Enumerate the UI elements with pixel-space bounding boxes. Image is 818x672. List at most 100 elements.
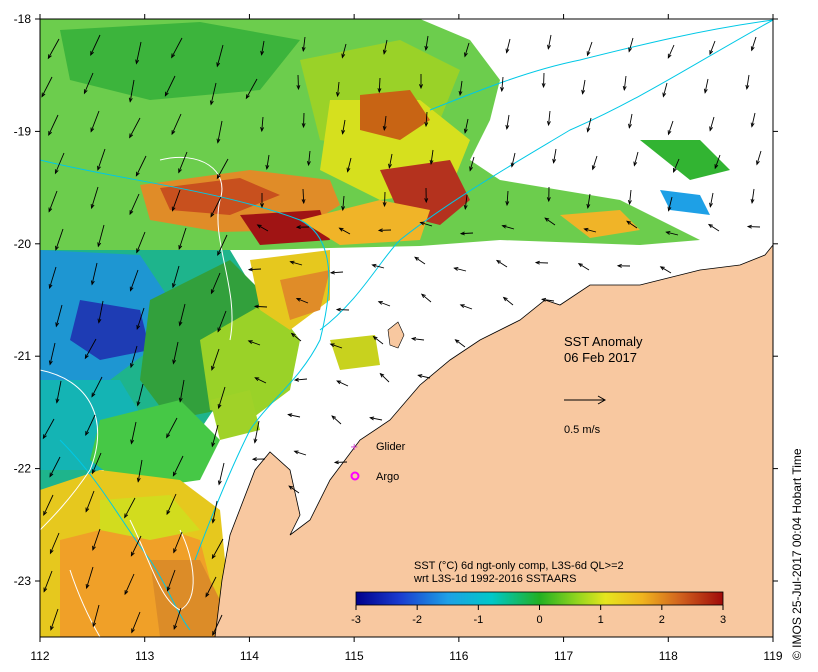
current-vector-head [251, 457, 257, 462]
current-vector [460, 232, 474, 235]
current-vector-head [502, 296, 508, 302]
current-vector-head [622, 85, 627, 92]
current-vector [709, 40, 716, 55]
current-vector [248, 340, 261, 346]
current-vector-head [546, 120, 551, 127]
current-vector-head [377, 301, 383, 305]
current-vector-head [173, 548, 177, 554]
current-vector-head [295, 225, 301, 230]
current-vector [48, 190, 58, 212]
current-vector-head [49, 549, 54, 555]
current-vector-head [540, 297, 547, 302]
current-vector [43, 570, 53, 592]
y-tick-label: -19 [14, 124, 32, 138]
current-vector-head [667, 130, 672, 136]
current-vector [129, 193, 140, 215]
current-vector-head [505, 48, 510, 54]
current-vector [464, 194, 468, 209]
current-vector-head [90, 127, 95, 133]
current-vector-head [85, 507, 90, 513]
current-vector-head [217, 327, 222, 333]
current-vector-head [505, 124, 510, 130]
current-vector [98, 300, 104, 323]
current-vector [460, 304, 473, 310]
current-vector [90, 34, 101, 56]
current-vector [166, 417, 178, 438]
current-vector-head [171, 206, 176, 212]
current-vector-head [178, 168, 182, 174]
current-vector-head [54, 169, 59, 175]
current-vector [746, 74, 750, 89]
current-vector [248, 268, 262, 271]
current-vector [582, 79, 586, 94]
current-vector [548, 110, 551, 125]
current-vector [49, 266, 57, 289]
current-vector-head [130, 363, 134, 369]
current-vector [49, 342, 56, 365]
current-vector-head [329, 270, 335, 275]
current-vector-head [260, 127, 265, 133]
current-vector [421, 293, 432, 303]
current-vector-head [48, 130, 52, 136]
current-vector [667, 44, 675, 58]
current-vector-head [424, 45, 429, 51]
current-vector [378, 301, 391, 307]
current-vector [506, 38, 511, 53]
current-vector [91, 186, 99, 209]
current-vector-head [205, 592, 210, 598]
current-vector-head [164, 91, 169, 97]
current-vector-head [703, 88, 708, 94]
current-vector [42, 418, 55, 439]
current-vector [714, 154, 721, 169]
x-tick-label: 119 [763, 649, 782, 663]
current-vector [623, 75, 627, 90]
current-vector-head [47, 54, 52, 60]
current-vector [628, 37, 634, 52]
current-vector-head [419, 84, 423, 90]
current-vector [92, 528, 101, 550]
current-vector [668, 196, 673, 211]
current-vector [211, 538, 224, 559]
sst-anomaly-field [40, 19, 730, 637]
current-vector-head [417, 374, 423, 379]
current-vector-head [709, 50, 714, 56]
land-mass [214, 244, 773, 637]
current-vector-head [211, 554, 216, 560]
current-vector-head [97, 242, 102, 248]
current-vector [751, 188, 755, 203]
current-vector [666, 231, 679, 236]
current-vector [124, 573, 135, 595]
current-vector-head [290, 332, 296, 338]
current-vector [291, 333, 302, 342]
platform-legend: + Glider Argo [350, 441, 406, 483]
x-tick-label: 118 [659, 649, 678, 663]
current-vector [633, 151, 639, 166]
x-tick-label: 115 [345, 649, 364, 663]
current-vector-head [293, 450, 299, 455]
current-vector [254, 305, 268, 308]
current-vector [97, 224, 105, 247]
current-vector [130, 421, 137, 444]
current-vector [216, 44, 224, 67]
current-vector [130, 535, 142, 556]
current-vector [425, 111, 428, 126]
current-vector [296, 298, 309, 304]
current-vector [668, 120, 674, 135]
current-vector-head [382, 49, 387, 55]
current-vector [211, 424, 219, 447]
x-tick-label: 116 [449, 649, 468, 663]
current-vector [254, 420, 260, 443]
current-vector [372, 264, 385, 269]
current-vector [91, 452, 102, 474]
current-vector-head [130, 439, 135, 445]
current-vector [337, 81, 340, 96]
current-vector [167, 569, 176, 591]
current-vector [166, 493, 177, 515]
current-vector-head [91, 469, 96, 475]
current-vector [418, 374, 431, 379]
scale-arrow-head [597, 395, 607, 405]
current-vector-head [454, 339, 460, 344]
current-vector-head [216, 138, 221, 144]
current-vector-head [586, 203, 591, 209]
current-vector-head [501, 224, 507, 229]
